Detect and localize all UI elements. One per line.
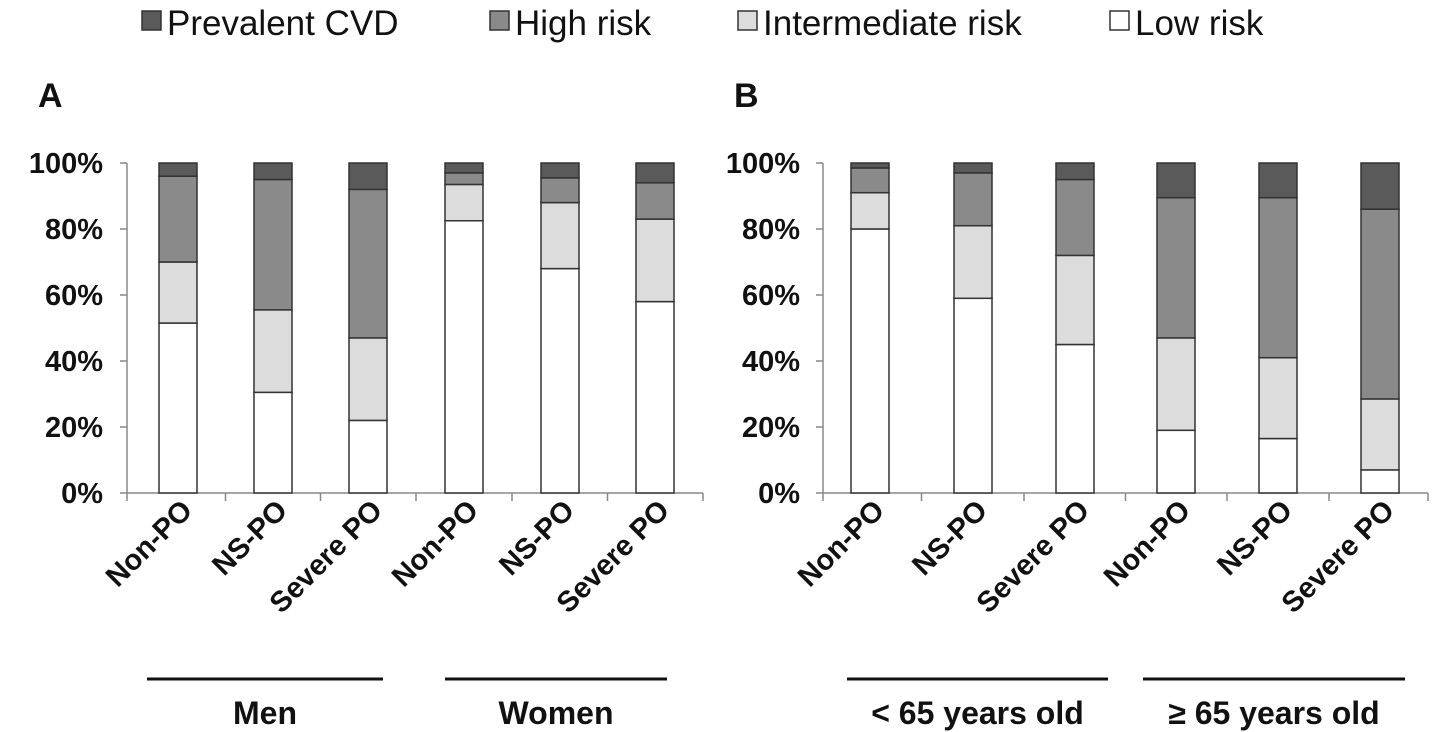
bar-segment-intermediate-risk (953, 224, 993, 300)
bar-segment-prevalent-cvd (953, 162, 993, 174)
legend-item-intermediate-risk: Intermediate risk (737, 4, 1022, 43)
bar-segment-prevalent-cvd (540, 162, 580, 179)
bar-segment-low-risk (1360, 469, 1400, 494)
bar-segment-low-risk (1055, 343, 1095, 494)
group-label: Men (233, 695, 297, 731)
bar-segment-high-risk (1055, 178, 1095, 257)
bar-segment-low-risk (635, 300, 675, 494)
bar-segment-high-risk (1258, 196, 1298, 359)
bar-segment-intermediate-risk (158, 261, 198, 324)
bar-segment-high-risk (850, 167, 890, 194)
legend-item-prevalent-cvd: Prevalent CVD (141, 4, 398, 43)
bar-segment-prevalent-cvd (1360, 162, 1400, 210)
bar-segment-high-risk (953, 172, 993, 227)
y-tick-label: 0% (61, 478, 103, 510)
x-tick-label: NS-PO (206, 494, 294, 582)
x-tick-label: Non-PO (1098, 494, 1197, 593)
bar-segment-prevalent-cvd (635, 162, 675, 184)
x-tick-label: Non-PO (100, 494, 199, 593)
bar-segment-prevalent-cvd (850, 162, 890, 169)
x-tick-label: NS-PO (1211, 494, 1299, 582)
bar-segment-low-risk (348, 419, 388, 494)
y-tick-label: 0% (758, 478, 800, 510)
bar-segment-prevalent-cvd (1156, 162, 1196, 199)
y-tick-label: 20% (742, 412, 800, 444)
legend-label: Prevalent CVD (167, 4, 398, 43)
bar-segment-low-risk (158, 322, 198, 494)
bar-segment-intermediate-risk (635, 218, 675, 303)
bar-segment-low-risk (253, 391, 293, 494)
legend-label: Intermediate risk (763, 4, 1022, 43)
bar-segment-prevalent-cvd (348, 162, 388, 191)
legend: Prevalent CVD High risk Intermediate risk L… (141, 4, 1264, 43)
group-label: < 65 years old (871, 695, 1084, 731)
legend-label: High risk (515, 4, 652, 43)
bar-segment-low-risk (1258, 437, 1298, 494)
y-tick-label: 60% (742, 280, 800, 312)
bar-segment-intermediate-risk (1258, 356, 1298, 440)
x-tick-label: NS-PO (906, 494, 994, 582)
group-label: Women (499, 695, 614, 731)
legend-label: Low risk (1135, 4, 1264, 43)
bar-segment-low-risk (850, 228, 890, 494)
y-tick-label: 100% (726, 148, 800, 180)
legend-swatch (737, 10, 758, 31)
panel-label: A (38, 77, 63, 115)
bar-segment-low-risk (444, 220, 484, 494)
bar-segment-prevalent-cvd (444, 162, 484, 174)
bar-segment-intermediate-risk (850, 191, 890, 230)
bar-segment-high-risk (444, 172, 484, 186)
bar-segment-low-risk (540, 267, 580, 494)
bar-segment-high-risk (1156, 196, 1196, 339)
y-tick-label: 20% (45, 412, 103, 444)
y-tick-label: 80% (742, 214, 800, 246)
panel-label: B (734, 77, 759, 115)
bar-segment-prevalent-cvd (158, 162, 198, 177)
x-tick-label: Non-PO (792, 494, 891, 593)
legend-swatch (1109, 10, 1130, 31)
legend-swatch (141, 10, 162, 31)
x-tick-label: Non-PO (386, 494, 485, 593)
bar-segment-intermediate-risk (1156, 337, 1196, 432)
bar-segment-high-risk (540, 177, 580, 204)
bar-segment-high-risk (158, 175, 198, 263)
y-tick-label: 40% (742, 346, 800, 378)
bar-segment-low-risk (953, 297, 993, 494)
bar-segment-intermediate-risk (253, 309, 293, 394)
x-tick-label: NS-PO (493, 494, 581, 582)
y-tick-label: 40% (45, 346, 103, 378)
legend-item-low-risk: Low risk (1109, 4, 1264, 43)
bar-segment-prevalent-cvd (253, 162, 293, 181)
bar-segment-intermediate-risk (1360, 398, 1400, 471)
bar-segment-low-risk (1156, 429, 1196, 494)
legend-item-high-risk: High risk (489, 4, 652, 43)
bar-segment-high-risk (1360, 208, 1400, 400)
bar-segment-prevalent-cvd (1055, 162, 1095, 181)
bar-segment-intermediate-risk (540, 201, 580, 270)
y-tick-label: 60% (45, 280, 103, 312)
bar-segment-high-risk (253, 178, 293, 311)
bar-segment-intermediate-risk (444, 183, 484, 222)
bar-segment-high-risk (348, 188, 388, 339)
bar-segment-intermediate-risk (348, 337, 388, 422)
y-tick-label: 80% (45, 214, 103, 246)
bar-segment-intermediate-risk (1055, 254, 1095, 346)
bar-segment-high-risk (635, 182, 675, 220)
group-label: ≥ 65 years old (1168, 695, 1379, 731)
legend-swatch (489, 10, 510, 31)
y-tick-label: 100% (29, 148, 103, 180)
bar-segment-prevalent-cvd (1258, 162, 1298, 199)
